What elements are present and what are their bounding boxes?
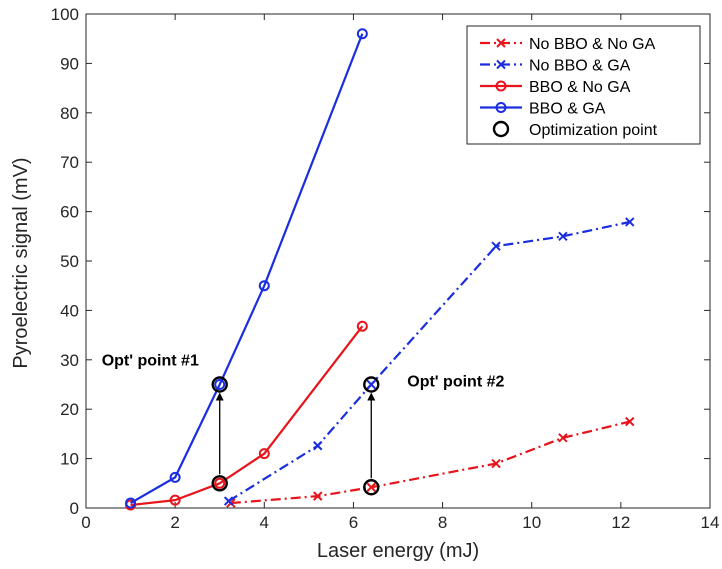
- x-tick-label: 10: [522, 513, 541, 532]
- x-tick-label: 8: [438, 513, 447, 532]
- data-point: [125, 497, 137, 509]
- legend: No BBO & No GA No BBO & GA BBO & No GA BBO …: [466, 25, 701, 145]
- data-point: [356, 320, 368, 332]
- series-0: [226, 416, 635, 508]
- x-tick-label: 14: [701, 513, 720, 532]
- legend-marker: [495, 102, 507, 113]
- data-point: [491, 458, 501, 469]
- series-line: [228, 220, 631, 503]
- y-axis-label: Pyroelectric signal (mV): [10, 157, 32, 368]
- y-tick-label: 90: [60, 54, 79, 73]
- y-tick-label: 100: [51, 5, 79, 24]
- data-point: [625, 416, 635, 427]
- data-point: [214, 477, 226, 489]
- series-3: [125, 28, 368, 509]
- data-point: [356, 28, 368, 40]
- legend-item: Optimization point: [492, 120, 658, 139]
- y-tick-label: 70: [60, 153, 79, 172]
- series-line: [130, 325, 364, 507]
- data-point: [491, 241, 501, 251]
- legend-label: No BBO & No GA: [529, 36, 656, 53]
- plot-area: 0 2 4 6 8 10 12 14 0 10 20 30 40 50 60 70 80 90 100 Opt' po…: [51, 5, 720, 532]
- y-tick-label: 30: [60, 351, 79, 370]
- y-tick-label: 80: [60, 104, 79, 123]
- series-line: [230, 420, 631, 505]
- annotation-label: Opt' point #2: [407, 374, 504, 391]
- data-point: [258, 448, 270, 460]
- legend-marker: [496, 59, 506, 70]
- legend-label: No BBO & GA: [529, 58, 631, 75]
- y-tick-label: 0: [70, 499, 79, 518]
- legend-item: No BBO & GA: [480, 58, 631, 75]
- x-tick-label: 4: [260, 513, 269, 532]
- x-tick-label: 6: [349, 513, 358, 532]
- legend-item: No BBO & No GA: [480, 36, 656, 53]
- series-2: [125, 320, 368, 511]
- legend-marker: [492, 120, 510, 138]
- legend-item: BBO & No GA: [480, 79, 631, 96]
- optimization-point: [363, 376, 380, 393]
- legend-label: BBO & No GA: [529, 79, 631, 96]
- y-tick-label: 20: [60, 400, 79, 419]
- optimization-point: [211, 376, 228, 393]
- data-point: [625, 217, 635, 227]
- x-tick-label: 0: [81, 513, 90, 532]
- data-point: [169, 494, 181, 506]
- data-point: [558, 433, 568, 443]
- series-line: [130, 33, 364, 505]
- x-tick-label: 12: [611, 513, 630, 532]
- legend-label: Optimization point: [529, 122, 658, 139]
- data-point: [558, 231, 568, 242]
- data-point: [169, 471, 181, 483]
- series-1: [223, 217, 635, 506]
- data-point: [366, 482, 376, 492]
- data-point: [223, 496, 234, 506]
- data-point: [214, 379, 226, 390]
- data-point: [313, 491, 323, 501]
- legend-marker: [496, 38, 506, 48]
- y-tick-label: 60: [60, 203, 79, 222]
- optimization-point: [363, 479, 380, 496]
- data-point: [366, 379, 376, 390]
- y-tick-label: 50: [60, 252, 79, 271]
- legend-label: BBO & GA: [529, 101, 606, 118]
- data-point: [313, 441, 323, 451]
- legend-marker: [495, 80, 507, 92]
- optimization-point: [211, 475, 228, 492]
- x-tick-label: 2: [170, 513, 179, 532]
- y-tick-label: 10: [60, 450, 79, 469]
- annotation-label: Opt' point #1: [102, 353, 199, 370]
- data-point: [258, 280, 270, 292]
- y-tick-label: 40: [60, 301, 79, 320]
- legend-item: BBO & GA: [480, 101, 606, 118]
- x-axis-label: Laser energy (mJ): [317, 540, 479, 562]
